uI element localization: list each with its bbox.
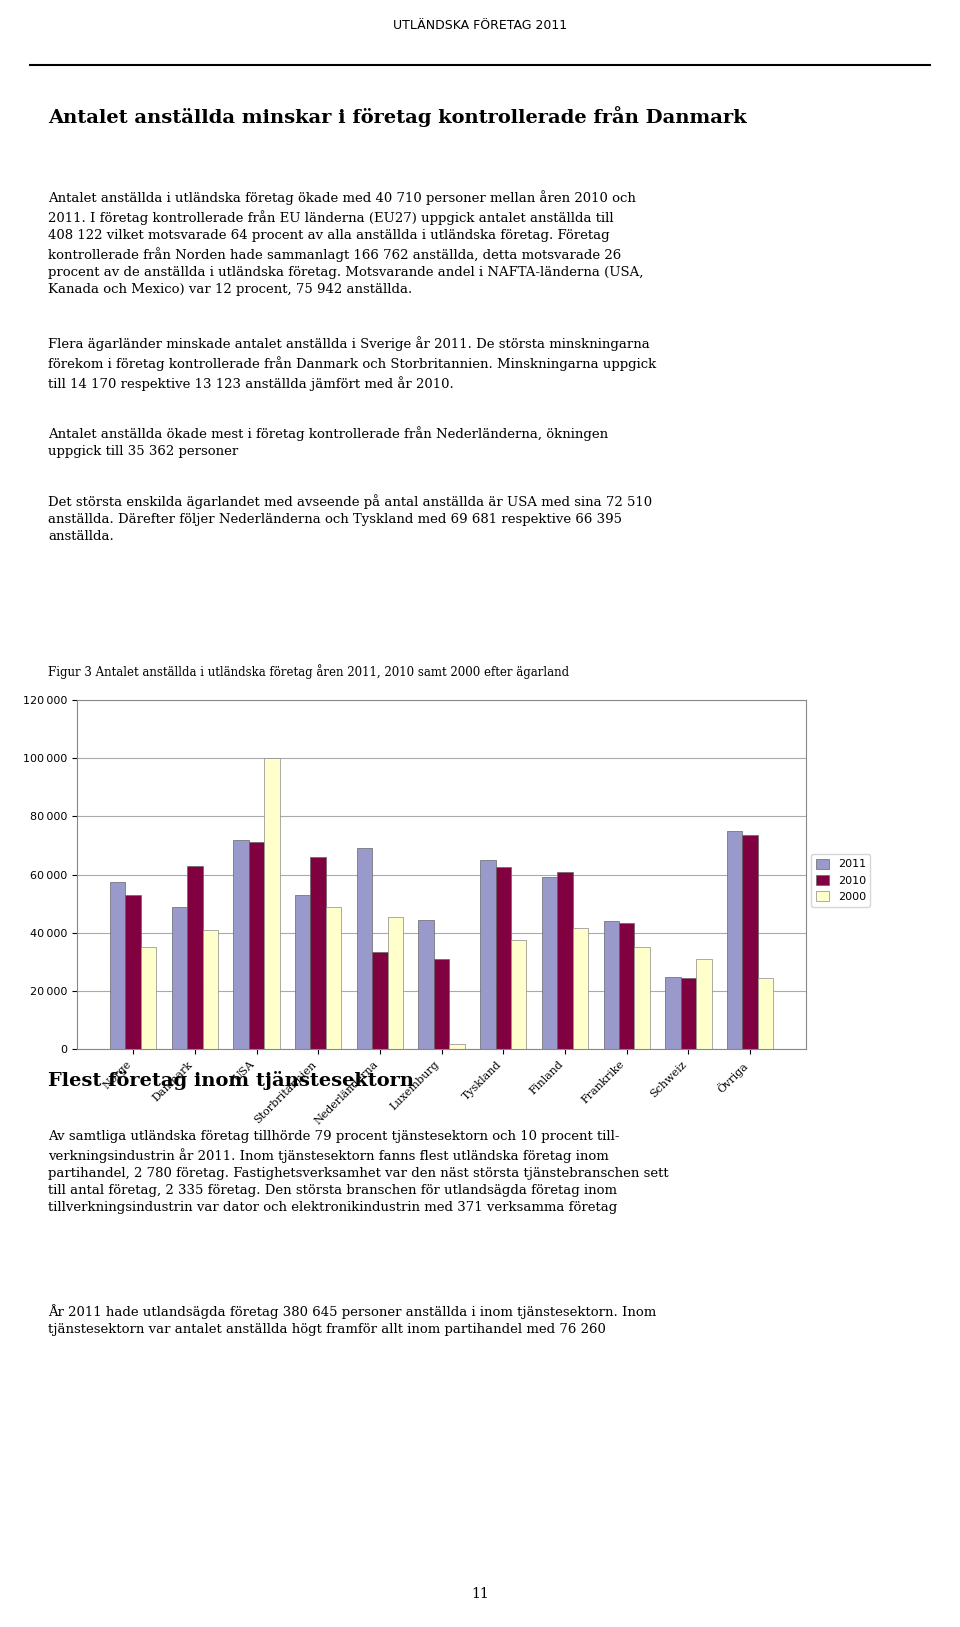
Bar: [310, 857, 325, 1049]
Text: Figur 3 Antalet anställda i utländska företag åren 2011, 2010 samt 2000 efter äg: Figur 3 Antalet anställda i utländska fö…: [48, 664, 569, 678]
Bar: [187, 866, 203, 1049]
Text: Antalet anställda i utländska företag ökade med 40 710 personer mellan åren 2010: Antalet anställda i utländska företag ök…: [48, 190, 643, 296]
Bar: [495, 867, 511, 1049]
Bar: [233, 840, 249, 1049]
Bar: [480, 861, 495, 1049]
Bar: [449, 1043, 465, 1049]
Bar: [665, 976, 681, 1049]
Bar: [742, 835, 757, 1049]
Bar: [681, 978, 696, 1049]
Text: Flest företag inom tjänstesektorn: Flest företag inom tjänstesektorn: [48, 1071, 414, 1090]
Text: UTLÄNDSKA FÖRETAG 2011: UTLÄNDSKA FÖRETAG 2011: [393, 20, 567, 33]
Text: Flera ägarländer minskade antalet anställda i Sverige år 2011. De största minskn: Flera ägarländer minskade antalet anstäl…: [48, 337, 657, 390]
Text: Antalet anställda ökade mest i företag kontrollerade från Nederländerna, ökninge: Antalet anställda ökade mest i företag k…: [48, 426, 608, 459]
Bar: [434, 958, 449, 1049]
Bar: [264, 758, 279, 1049]
Bar: [172, 906, 187, 1049]
Bar: [419, 919, 434, 1049]
Bar: [511, 940, 526, 1049]
Bar: [558, 872, 573, 1049]
Bar: [619, 923, 635, 1049]
Bar: [203, 931, 218, 1049]
Text: År 2011 hade utlandsägda företag 380 645 personer anställda i inom tjänstesektor: År 2011 hade utlandsägda företag 380 645…: [48, 1303, 657, 1336]
Bar: [541, 877, 558, 1049]
Bar: [141, 947, 156, 1049]
Bar: [110, 882, 126, 1049]
Bar: [388, 916, 403, 1049]
Legend: 2011, 2010, 2000: 2011, 2010, 2000: [811, 854, 871, 906]
Bar: [604, 921, 619, 1049]
Bar: [357, 848, 372, 1049]
Bar: [573, 929, 588, 1049]
Bar: [325, 906, 342, 1049]
Text: Det största enskilda ägarlandet med avseende på antal anställda är USA med sina : Det största enskilda ägarlandet med avse…: [48, 493, 652, 542]
Text: Antalet anställda minskar i företag kontrollerade från Danmark: Antalet anställda minskar i företag kont…: [48, 106, 747, 127]
Bar: [126, 895, 141, 1049]
Bar: [757, 978, 773, 1049]
Bar: [372, 952, 388, 1049]
Bar: [635, 947, 650, 1049]
Bar: [249, 843, 264, 1049]
Text: 11: 11: [471, 1586, 489, 1601]
Bar: [727, 831, 742, 1049]
Text: Av samtliga utländska företag tillhörde 79 procent tjänstesektorn och 10 procent: Av samtliga utländska företag tillhörde …: [48, 1131, 668, 1214]
Bar: [696, 958, 711, 1049]
Bar: [295, 895, 310, 1049]
